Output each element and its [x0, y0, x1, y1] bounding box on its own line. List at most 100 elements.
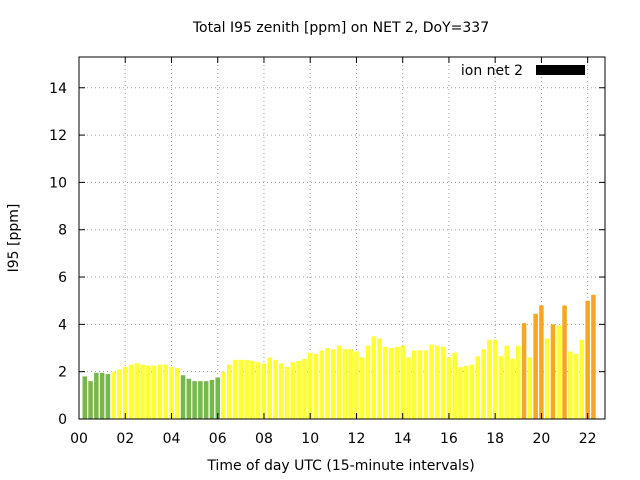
bar	[169, 366, 174, 419]
x-tick-label: 22	[579, 431, 597, 447]
x-tick-label: 08	[255, 431, 273, 447]
bar	[151, 365, 157, 419]
bar	[527, 357, 533, 419]
bar	[134, 363, 140, 419]
bar	[99, 372, 105, 419]
bar	[550, 324, 556, 419]
bar	[146, 365, 151, 419]
bar	[510, 358, 515, 419]
bar	[388, 348, 394, 419]
bar	[383, 346, 388, 419]
bar	[365, 345, 371, 419]
x-tick-label: 06	[209, 431, 227, 447]
bar-series	[82, 294, 596, 419]
bar	[429, 344, 434, 419]
x-tick-label: 16	[440, 431, 458, 447]
plot-frame	[78, 56, 606, 420]
x-tick-label: 00	[70, 431, 88, 447]
x-tick-label: 02	[116, 431, 134, 447]
bar	[504, 345, 509, 419]
bar	[573, 353, 579, 419]
bar	[516, 345, 521, 419]
bar	[117, 369, 122, 419]
bar	[273, 359, 278, 419]
bar	[105, 374, 111, 419]
bar	[336, 345, 342, 419]
bar	[464, 365, 469, 419]
bar	[562, 305, 567, 419]
y-tick-label: 8	[58, 223, 67, 239]
bar	[140, 364, 145, 419]
bar	[284, 366, 290, 419]
bar	[556, 325, 562, 419]
bar	[325, 348, 330, 419]
x-tick-label: 10	[301, 431, 319, 447]
bar	[175, 368, 180, 419]
bar	[423, 350, 429, 419]
bar	[591, 294, 596, 419]
bar	[227, 364, 232, 419]
bar	[342, 349, 348, 419]
bar	[215, 377, 220, 419]
bar	[394, 346, 400, 419]
bar	[539, 305, 544, 419]
y-tick-label: 2	[58, 365, 67, 381]
bar	[435, 345, 440, 419]
bar	[203, 381, 209, 419]
bar	[296, 361, 301, 419]
bar	[406, 357, 411, 419]
bar	[221, 371, 226, 419]
bar	[244, 359, 249, 419]
bar	[267, 357, 273, 419]
x-axis-label: Time of day UTC (15-minute intervals)	[206, 458, 474, 474]
bar	[82, 376, 88, 419]
bar	[411, 350, 417, 419]
x-tick-label: 14	[394, 431, 412, 447]
bar	[180, 375, 186, 419]
legend-swatch	[536, 65, 585, 75]
bar	[290, 362, 296, 419]
bar	[469, 364, 475, 419]
bar	[255, 362, 261, 419]
bar	[452, 352, 457, 419]
bar	[232, 359, 238, 419]
bar	[521, 323, 527, 419]
bar	[533, 313, 538, 419]
bar	[163, 364, 168, 419]
y-axis-label: I95 [ppm]	[6, 204, 22, 273]
bar	[458, 366, 463, 419]
bar	[568, 351, 573, 419]
bar	[481, 349, 486, 419]
x-tick-label: 12	[348, 431, 366, 447]
x-tick-label: 20	[533, 431, 551, 447]
bar	[400, 345, 405, 419]
bar	[198, 381, 203, 419]
bar	[302, 358, 307, 419]
bar	[279, 363, 284, 419]
bar	[579, 339, 585, 419]
bar	[261, 363, 267, 419]
bar	[585, 300, 590, 419]
bar	[359, 357, 365, 419]
y-tick-label: 0	[58, 412, 67, 428]
bar	[487, 339, 492, 419]
legend-label: ion net 2	[461, 63, 523, 79]
bar	[492, 339, 498, 419]
bar	[544, 338, 550, 419]
x-tick-label: 18	[486, 431, 504, 447]
bar	[354, 351, 359, 419]
bar	[157, 364, 163, 419]
bar	[331, 349, 336, 419]
bar	[475, 356, 481, 419]
bar	[377, 338, 382, 419]
bar	[186, 378, 192, 419]
bar	[440, 346, 446, 419]
bar	[446, 357, 452, 419]
bar	[122, 366, 128, 419]
y-tick-label: 6	[58, 270, 67, 286]
grid-lines	[79, 57, 605, 419]
bar	[192, 381, 197, 419]
bar	[348, 349, 353, 419]
